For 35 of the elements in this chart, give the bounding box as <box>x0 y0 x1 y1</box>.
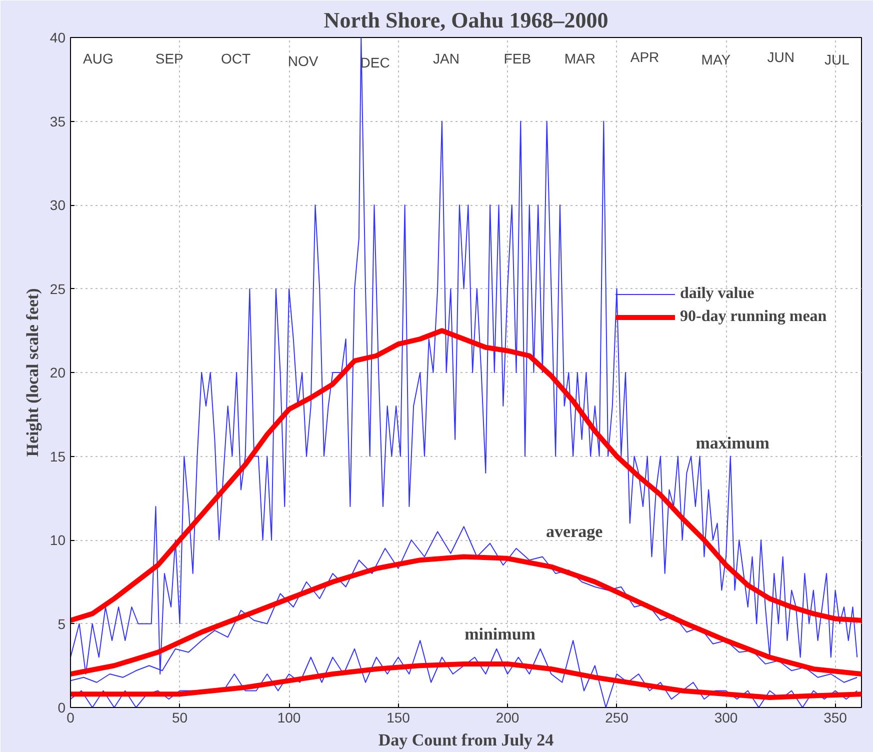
y-tick-label: 0 <box>58 700 66 716</box>
x-axis-title: Day Count from July 24 <box>378 730 554 750</box>
annotation: JUN <box>767 48 794 65</box>
legend-label: 90-day running mean <box>680 308 827 326</box>
legend-label: daily value <box>680 285 754 303</box>
annotation: AUG <box>83 50 114 66</box>
x-tick-label: 250 <box>605 710 629 726</box>
y-tick-label: 25 <box>50 280 66 297</box>
y-axis-title: Height (local scale feet) <box>22 288 42 457</box>
annotation: FEB <box>504 50 532 66</box>
annotation: JUL <box>824 52 850 68</box>
y-tick-label: 20 <box>50 364 66 380</box>
annotation: average <box>546 522 604 541</box>
x-tick-label: 150 <box>386 710 410 726</box>
annotation: JAN <box>433 50 460 66</box>
x-tick-label: 200 <box>496 710 520 726</box>
x-tick-label: 50 <box>172 710 188 726</box>
y-tick-label: 35 <box>50 113 66 130</box>
y-tick-label: 10 <box>50 532 66 548</box>
y-tick-label: 40 <box>50 30 66 46</box>
x-tick-label: 100 <box>277 710 301 726</box>
annotation: SEP <box>155 50 184 66</box>
x-tick-label: 300 <box>714 710 738 726</box>
annotation: MAY <box>701 52 732 68</box>
y-tick-label: 15 <box>50 448 66 464</box>
annotation: NOV <box>288 52 319 69</box>
y-tick-label: 30 <box>50 197 66 213</box>
annotation: APR <box>630 48 660 65</box>
annotation: OCT <box>221 50 252 66</box>
chart-title: North Shore, Oahu 1968–2000 <box>324 8 608 32</box>
annotation: minimum <box>464 624 536 644</box>
y-tick-label: 5 <box>58 616 66 632</box>
annotation: MAR <box>564 50 596 66</box>
annotation: maximum <box>696 433 770 452</box>
x-tick-label: 350 <box>824 710 848 726</box>
